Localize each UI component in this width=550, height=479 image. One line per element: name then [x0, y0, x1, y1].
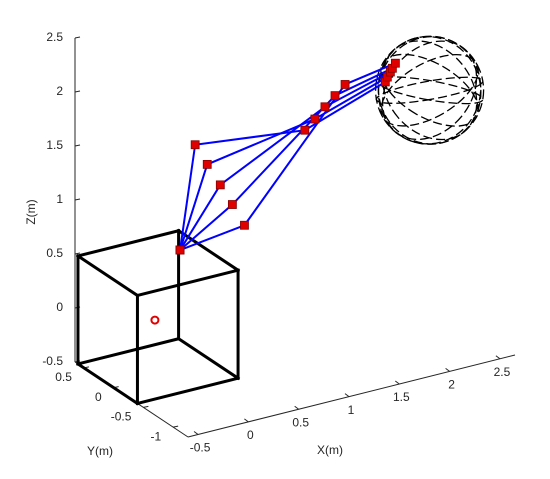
- y-tick: [173, 425, 179, 428]
- sphere-wire: [380, 53, 479, 127]
- box-edge: [176, 336, 241, 381]
- z-tick-label: 1.5: [46, 138, 63, 152]
- x-tick-label: 0: [247, 428, 254, 442]
- x-tick-label: 1: [348, 403, 355, 417]
- sphere-wire: [375, 76, 484, 104]
- z-tick-label: 2: [56, 84, 63, 98]
- x-tick: [193, 431, 199, 435]
- y-tick-label: -1: [150, 429, 161, 443]
- joint: [190, 140, 200, 150]
- x-tick: [394, 380, 400, 385]
- y-tick: [143, 405, 149, 408]
- joint: [330, 91, 340, 101]
- x-tick: [294, 405, 299, 410]
- joint: [310, 114, 320, 124]
- x-axis-label: X(m): [317, 443, 343, 457]
- x-tick-label: -0.5: [190, 441, 211, 455]
- x-axis: [187, 354, 516, 438]
- box-edge: [76, 228, 181, 258]
- x-tick-label: 2.5: [494, 365, 511, 379]
- z-axis-label: Z(m): [24, 199, 38, 224]
- joint: [227, 200, 237, 209]
- x-tick-label: 0.5: [292, 415, 309, 429]
- z-tick-label: 2.5: [46, 30, 63, 44]
- y-tick-label: 0: [95, 390, 102, 404]
- z-tick-label: 1: [56, 192, 63, 206]
- arm-link: [179, 62, 396, 251]
- x-tick-label: 2: [448, 378, 455, 392]
- box-edge: [76, 336, 181, 366]
- arm-link: [179, 71, 391, 251]
- z-tick: [74, 144, 81, 147]
- sphere-wire: [377, 35, 482, 145]
- z-tick-label: 0.5: [46, 246, 63, 260]
- z-tick: [74, 90, 81, 93]
- box-edge: [135, 268, 240, 298]
- target-marker: [150, 315, 160, 325]
- x-tick: [244, 418, 249, 423]
- box-edge: [75, 361, 140, 406]
- joint: [320, 102, 330, 112]
- z-tick-label: -0.5: [42, 354, 63, 368]
- joint: [215, 180, 225, 190]
- joint: [175, 245, 185, 255]
- z-tick-label: 0: [56, 300, 63, 314]
- sphere-wire: [375, 76, 484, 105]
- joint: [300, 125, 310, 135]
- x-tick: [445, 367, 450, 372]
- x-tick: [344, 393, 350, 398]
- z-tick: [74, 252, 81, 255]
- y-tick-label: -0.5: [111, 410, 132, 424]
- joint: [202, 159, 212, 169]
- sphere-wire: [380, 53, 479, 127]
- z-tick: [74, 36, 81, 39]
- sphere-wire: [381, 40, 478, 141]
- joint: [340, 80, 350, 89]
- y-tick-label: 0.5: [55, 370, 72, 384]
- box-edge: [75, 253, 140, 298]
- y-axis-label: Y(m): [87, 444, 113, 458]
- x-tick: [495, 355, 501, 360]
- arm-link: [179, 76, 388, 251]
- z-tick: [74, 198, 81, 201]
- box-edge: [135, 376, 240, 406]
- sphere: [374, 35, 485, 145]
- joint: [240, 220, 249, 230]
- joint: [390, 58, 400, 68]
- arm-link: [179, 67, 393, 251]
- arm-link: [179, 81, 386, 251]
- x-tick-label: 1.5: [393, 390, 410, 404]
